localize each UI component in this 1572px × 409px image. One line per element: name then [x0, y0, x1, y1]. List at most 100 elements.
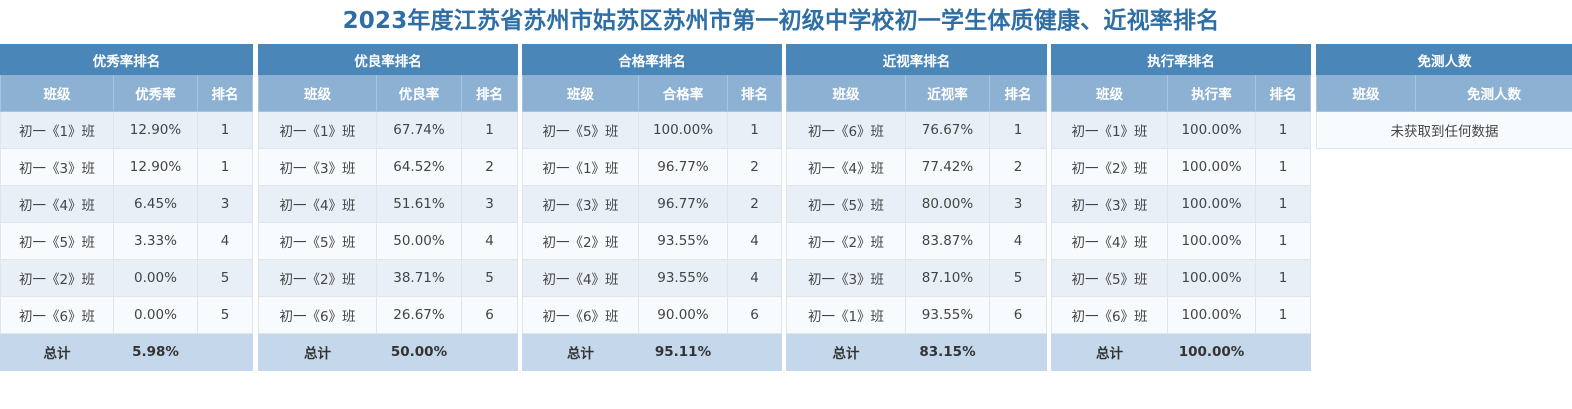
table-row: 初一《6》班 100.00% 1	[1051, 296, 1312, 334]
rate-cell: 100.00%	[1167, 222, 1256, 260]
table-row: 初一《6》班 26.67% 6	[258, 296, 519, 334]
total-row: 总计 100.00%	[1051, 333, 1312, 371]
rank-cell: 5	[460, 259, 519, 297]
class-cell: 初一《1》班	[522, 148, 639, 186]
total-rank-empty	[460, 333, 519, 371]
column-header: 合格率	[638, 74, 728, 112]
rank-cell: 2	[988, 148, 1048, 186]
rate-cell: 64.52%	[376, 148, 462, 186]
total-label: 总计	[786, 333, 906, 371]
table-row: 初一《6》班 76.67% 1	[786, 111, 1048, 149]
class-cell: 初一《2》班	[0, 259, 114, 297]
class-cell: 初一《3》班	[786, 259, 906, 297]
column-header: 优良率	[376, 74, 462, 112]
class-cell: 初一《3》班	[258, 148, 377, 186]
rank-cell: 4	[196, 222, 254, 260]
column-header: 班级	[1316, 74, 1416, 112]
table-row: 初一《3》班 87.10% 5	[786, 259, 1048, 297]
excellent-rate-table: 优秀率排名 班级 优秀率 排名 初一《1》班 12.90% 1 初一《3》班 12.9…	[0, 44, 254, 371]
total-value: 95.11%	[638, 333, 728, 371]
class-cell: 初一《5》班	[786, 185, 906, 223]
class-cell: 初一《2》班	[258, 259, 377, 297]
total-rank-empty	[1254, 333, 1312, 371]
table-row: 初一《4》班 77.42% 2	[786, 148, 1048, 186]
rank-cell: 3	[196, 185, 254, 223]
rate-cell: 76.67%	[905, 111, 990, 149]
rank-cell: 1	[1254, 111, 1312, 149]
rank-cell: 1	[988, 111, 1048, 149]
table-row: 初一《2》班 0.00% 5	[0, 259, 254, 297]
rate-cell: 87.10%	[905, 259, 990, 297]
rank-cell: 1	[726, 111, 783, 149]
class-cell: 初一《1》班	[786, 296, 906, 334]
class-cell: 初一《6》班	[0, 296, 114, 334]
rank-cell: 5	[196, 296, 254, 334]
class-cell: 初一《2》班	[786, 222, 906, 260]
rank-cell: 3	[460, 185, 519, 223]
table-row: 初一《3》班 64.52% 2	[258, 148, 519, 186]
rank-cell: 6	[726, 296, 783, 334]
table-row: 初一《4》班 100.00% 1	[1051, 222, 1312, 260]
rate-cell: 100.00%	[1167, 111, 1256, 149]
myopia-rate-table: 近视率排名 班级 近视率 排名 初一《6》班 76.67% 1 初一《4》班 77.4…	[785, 44, 1048, 371]
class-cell: 初一《1》班	[1051, 111, 1168, 149]
rate-cell: 80.00%	[905, 185, 990, 223]
rate-cell: 6.45%	[113, 185, 198, 223]
table-row: 初一《1》班 100.00% 1	[1051, 111, 1312, 149]
class-cell: 初一《6》班	[522, 296, 639, 334]
rank-cell: 6	[988, 296, 1048, 334]
rate-cell: 100.00%	[638, 111, 728, 149]
rate-cell: 0.00%	[113, 259, 198, 297]
rate-cell: 100.00%	[1167, 185, 1256, 223]
total-label: 总计	[1051, 333, 1168, 371]
table-row: 初一《4》班 93.55% 4	[522, 259, 783, 297]
column-header: 优秀率	[113, 74, 198, 112]
column-header: 执行率	[1167, 74, 1256, 112]
rank-cell: 1	[1254, 259, 1312, 297]
class-cell: 初一《3》班	[0, 148, 114, 186]
rank-cell: 1	[1254, 148, 1312, 186]
total-label: 总计	[258, 333, 377, 371]
class-cell: 初一《4》班	[258, 185, 377, 223]
empty-row: 未获取到任何数据	[1316, 111, 1572, 149]
class-cell: 初一《4》班	[1051, 222, 1168, 260]
rank-cell: 5	[196, 259, 254, 297]
table-title: 优良率排名	[257, 44, 519, 75]
class-cell: 初一《2》班	[1051, 148, 1168, 186]
pass-rate-table: 合格率排名 班级 合格率 排名 初一《5》班 100.00% 1 初一《1》班 96.…	[521, 44, 783, 371]
class-cell: 初一《5》班	[0, 222, 114, 260]
rank-cell: 1	[196, 148, 254, 186]
table-row: 初一《2》班 83.87% 4	[786, 222, 1048, 260]
column-header: 近视率	[905, 74, 990, 112]
rate-cell: 12.90%	[113, 111, 198, 149]
table-row: 初一《3》班 100.00% 1	[1051, 185, 1312, 223]
column-header: 排名	[460, 74, 519, 112]
class-cell: 初一《3》班	[522, 185, 639, 223]
class-cell: 初一《3》班	[1051, 185, 1168, 223]
rate-cell: 38.71%	[376, 259, 462, 297]
rate-cell: 93.55%	[905, 296, 990, 334]
rank-cell: 4	[460, 222, 519, 260]
rank-cell: 2	[726, 185, 783, 223]
rate-cell: 96.77%	[638, 148, 728, 186]
no-data-message: 未获取到任何数据	[1316, 111, 1572, 149]
total-value: 50.00%	[376, 333, 462, 371]
rate-cell: 67.74%	[376, 111, 462, 149]
rate-cell: 12.90%	[113, 148, 198, 186]
table-title: 免测人数	[1316, 44, 1572, 75]
column-header: 排名	[196, 74, 254, 112]
table-row: 初一《1》班 96.77% 2	[522, 148, 783, 186]
table-row: 初一《5》班 3.33% 4	[0, 222, 254, 260]
table-row: 初一《3》班 12.90% 1	[0, 148, 254, 186]
rank-cell: 4	[988, 222, 1048, 260]
rate-cell: 93.55%	[638, 259, 728, 297]
class-cell: 初一《5》班	[522, 111, 639, 149]
rank-cell: 1	[1254, 222, 1312, 260]
table-row: 初一《3》班 96.77% 2	[522, 185, 783, 223]
rate-cell: 100.00%	[1167, 296, 1256, 334]
class-cell: 初一《2》班	[522, 222, 639, 260]
rank-cell: 4	[726, 259, 783, 297]
table-row: 初一《1》班 93.55% 6	[786, 296, 1048, 334]
rank-cell: 5	[988, 259, 1048, 297]
class-cell: 初一《5》班	[1051, 259, 1168, 297]
